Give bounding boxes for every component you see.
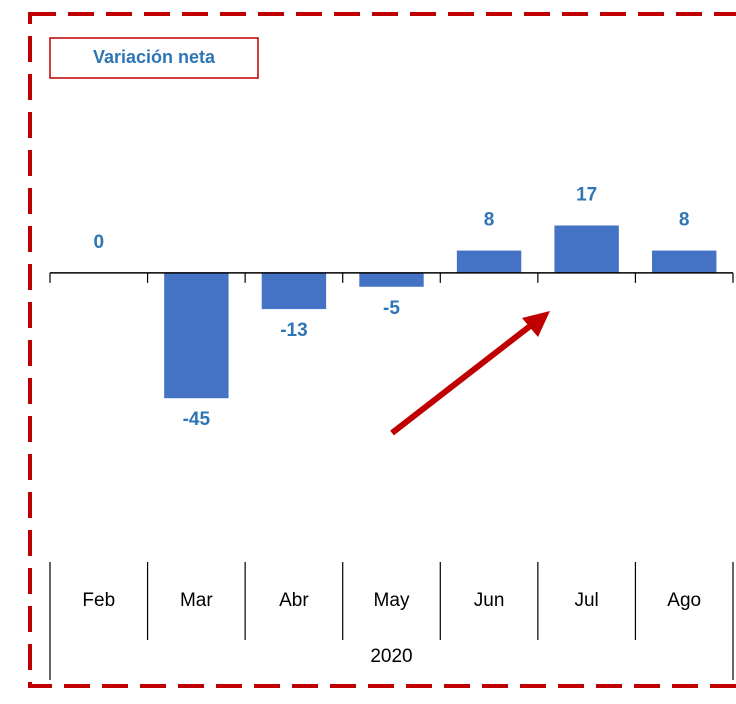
- chart-title: Variación neta: [93, 47, 216, 67]
- group-label: 2020: [370, 646, 412, 667]
- data-label: 17: [576, 185, 597, 206]
- x-tick-label: Jun: [474, 590, 505, 611]
- bar: [456, 250, 522, 273]
- bar: [359, 272, 424, 287]
- bar: [554, 225, 619, 273]
- data-label: 8: [484, 210, 495, 231]
- bar: [164, 272, 229, 399]
- data-label: -45: [183, 409, 211, 430]
- arrow: [390, 311, 550, 436]
- data-label: 8: [679, 210, 690, 231]
- x-tick-label: Mar: [180, 590, 213, 611]
- data-label: 0: [93, 232, 104, 253]
- x-tick-label: Feb: [82, 590, 115, 611]
- frame: [28, 12, 736, 688]
- bar: [652, 250, 717, 273]
- x-tick-label: Abr: [279, 590, 309, 611]
- x-tick-label: Jul: [574, 590, 598, 611]
- bar: [261, 272, 327, 310]
- data-label: -13: [280, 320, 307, 341]
- data-label: -5: [383, 298, 400, 319]
- title-box: [49, 37, 259, 79]
- x-tick-label: May: [374, 590, 410, 611]
- x-tick-label: Ago: [667, 590, 701, 611]
